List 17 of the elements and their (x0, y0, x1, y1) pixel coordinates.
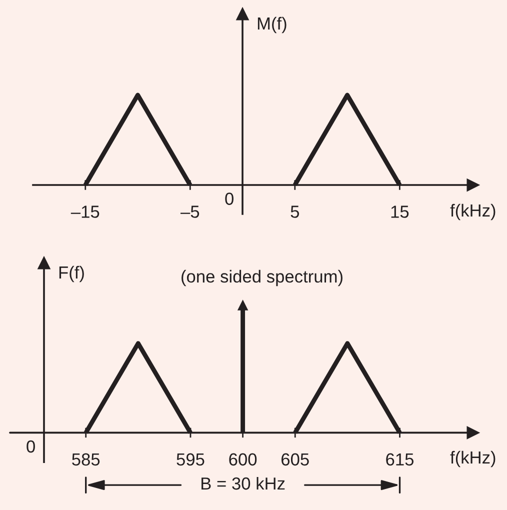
x-axis-title: f(kHz) (450, 450, 496, 468)
x-tick-label: –15 (70, 206, 100, 218)
text: 0 (26, 440, 35, 453)
text: 0 (225, 192, 234, 205)
chart-title: (one sided spectrum) (182, 270, 342, 286)
x-axis-title: f(kHz) (450, 204, 496, 220)
x-tick-label: 585 (72, 453, 100, 466)
text: B = 30 kHz (202, 476, 285, 490)
x-tick-label: 615 (386, 453, 414, 466)
x-tick-label: 595 (176, 453, 204, 466)
x-tick-label: 600 (229, 453, 257, 466)
x-tick-label: 605 (282, 453, 309, 466)
y-axis-title: F(f) (59, 266, 84, 282)
x-tick-label: –5 (180, 206, 200, 218)
x-tick-label: 5 (290, 206, 300, 218)
y-axis-title: M(f) (258, 16, 286, 34)
x-tick-label: 15 (391, 206, 409, 218)
